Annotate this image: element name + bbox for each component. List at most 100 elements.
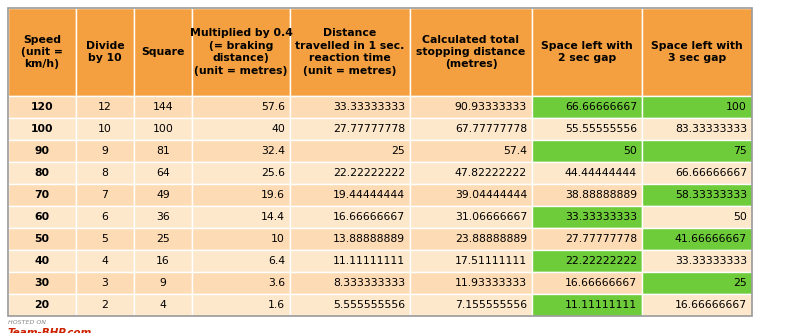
Bar [8,184,76,206]
Bar [532,184,642,206]
Bar [532,8,642,96]
Bar [192,162,290,184]
Bar [532,294,642,316]
Text: 44.44444444: 44.44444444 [565,168,637,178]
Bar [192,118,290,140]
Bar [642,294,752,316]
Text: 27.77777778: 27.77777778 [565,234,637,244]
Text: 100: 100 [30,124,54,134]
Bar [8,118,76,140]
Text: 3.6: 3.6 [268,278,285,288]
Bar [134,140,192,162]
Bar [192,140,290,162]
Text: 9: 9 [102,146,109,156]
Bar [8,250,76,272]
Text: 7.155555556: 7.155555556 [455,300,527,310]
Text: 83.33333333: 83.33333333 [675,124,747,134]
Text: 100: 100 [153,124,174,134]
Bar [532,228,642,250]
Text: 11.11111111: 11.11111111 [565,300,637,310]
Bar [134,162,192,184]
Bar [76,8,134,96]
Text: 16.66666667: 16.66666667 [333,212,405,222]
Bar [642,162,752,184]
Bar [134,118,192,140]
Bar [410,118,532,140]
Bar [134,96,192,118]
Text: Team-BHP.com: Team-BHP.com [8,328,92,333]
Text: 14.4: 14.4 [261,212,285,222]
Bar [410,96,532,118]
Text: 6: 6 [102,212,109,222]
Text: 32.4: 32.4 [261,146,285,156]
Bar [642,184,752,206]
Bar [8,96,76,118]
Bar [290,272,410,294]
Text: 12: 12 [98,102,112,112]
Bar [76,162,134,184]
Text: 39.04444444: 39.04444444 [454,190,527,200]
Bar [134,250,192,272]
Bar [290,96,410,118]
Text: 10: 10 [98,124,112,134]
Text: 58.33333333: 58.33333333 [675,190,747,200]
Text: Speed
(unit =
km/h): Speed (unit = km/h) [21,35,63,69]
Text: 16.66666667: 16.66666667 [675,300,747,310]
Bar [76,206,134,228]
Text: 49: 49 [156,190,170,200]
Text: 38.88888889: 38.88888889 [565,190,637,200]
Text: 9: 9 [159,278,166,288]
Bar [410,294,532,316]
Text: 4: 4 [102,256,109,266]
Bar [532,162,642,184]
Bar [642,206,752,228]
Text: 8.333333333: 8.333333333 [333,278,405,288]
Text: 41.66666667: 41.66666667 [675,234,747,244]
Bar [8,294,76,316]
Text: Space left with
2 sec gap: Space left with 2 sec gap [541,41,633,63]
Bar [290,118,410,140]
Text: 100: 100 [726,102,747,112]
Text: 6.4: 6.4 [268,256,285,266]
Text: 19.6: 19.6 [261,190,285,200]
Bar [76,250,134,272]
Text: 55.55555556: 55.55555556 [565,124,637,134]
Bar [134,184,192,206]
Text: 50: 50 [733,212,747,222]
Text: 10: 10 [271,234,285,244]
Text: 33.33333333: 33.33333333 [565,212,637,222]
Text: Divide
by 10: Divide by 10 [86,41,124,63]
Bar [76,140,134,162]
Text: 19.44444444: 19.44444444 [333,190,405,200]
Bar [532,206,642,228]
Bar [290,228,410,250]
Bar [192,250,290,272]
Text: 16: 16 [156,256,170,266]
Bar [290,184,410,206]
Bar [642,228,752,250]
Text: 17.51111111: 17.51111111 [455,256,527,266]
Text: 66.66666667: 66.66666667 [675,168,747,178]
Text: 57.4: 57.4 [503,146,527,156]
Text: 144: 144 [153,102,174,112]
Text: 25.6: 25.6 [261,168,285,178]
Text: 75: 75 [734,146,747,156]
Text: 33.33333333: 33.33333333 [675,256,747,266]
Bar [290,294,410,316]
Bar [134,8,192,96]
Text: 11.93333333: 11.93333333 [455,278,527,288]
Text: Distance
travelled in 1 sec.
reaction time
(unit = metres): Distance travelled in 1 sec. reaction ti… [295,28,405,76]
Text: 7: 7 [102,190,109,200]
Text: 40: 40 [271,124,285,134]
Bar [532,118,642,140]
Bar [192,272,290,294]
Bar [8,228,76,250]
Text: 40: 40 [34,256,50,266]
Bar [290,250,410,272]
Bar [410,206,532,228]
Text: Calculated total
stopping distance
(metres): Calculated total stopping distance (metr… [416,35,526,69]
Bar [532,140,642,162]
Bar [76,228,134,250]
Text: 16.66666667: 16.66666667 [565,278,637,288]
Text: Square: Square [142,47,185,57]
